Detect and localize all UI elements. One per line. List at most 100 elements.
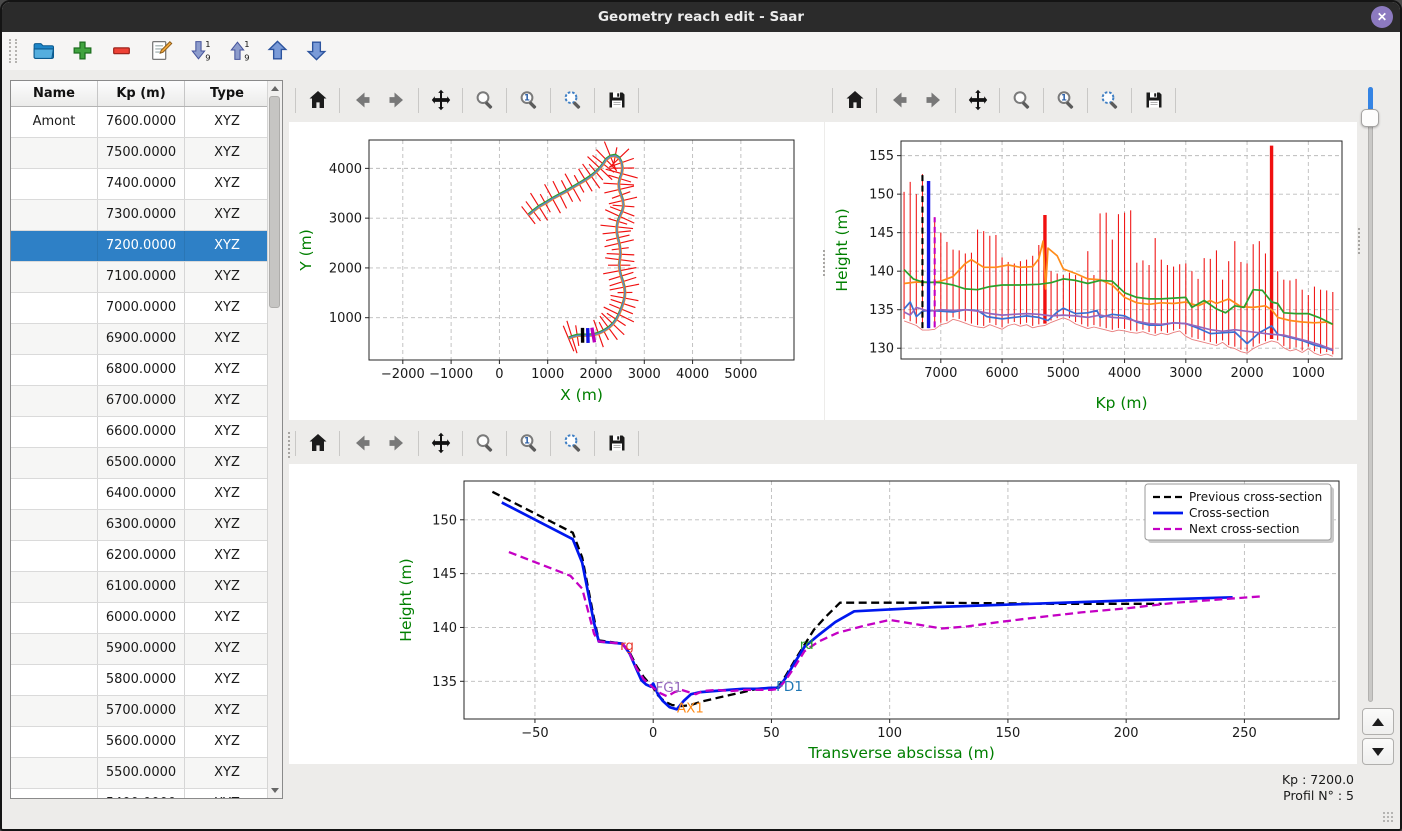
name-cell[interactable] bbox=[11, 417, 98, 447]
type-cell[interactable]: XYZ bbox=[185, 386, 270, 416]
kp-cell[interactable]: 6700.0000 bbox=[98, 386, 185, 416]
kp-cell[interactable]: 5800.0000 bbox=[98, 665, 185, 695]
type-cell[interactable]: XYZ bbox=[185, 510, 270, 540]
zoom-one-button[interactable]: 1 bbox=[1052, 87, 1079, 114]
table-row[interactable]: 6800.0000 XYZ bbox=[11, 355, 282, 386]
table-row[interactable]: 6000.0000 XYZ bbox=[11, 603, 282, 634]
type-cell[interactable]: XYZ bbox=[185, 448, 270, 478]
splitter-handle[interactable] bbox=[823, 250, 829, 276]
table-row[interactable]: 7500.0000 XYZ bbox=[11, 138, 282, 169]
table-scrollbar-thumb[interactable] bbox=[269, 96, 280, 308]
pan-button[interactable] bbox=[964, 87, 991, 114]
name-cell[interactable] bbox=[11, 510, 98, 540]
name-cell[interactable] bbox=[11, 324, 98, 354]
splitter-handle[interactable] bbox=[1358, 228, 1364, 254]
table-row[interactable]: 6900.0000 XYZ bbox=[11, 324, 282, 355]
type-cell[interactable]: XYZ bbox=[185, 727, 270, 757]
table-row[interactable]: 6600.0000 XYZ bbox=[11, 417, 282, 448]
name-cell[interactable] bbox=[11, 665, 98, 695]
zoom-one-button[interactable]: 1 bbox=[515, 87, 542, 114]
home-button[interactable] bbox=[841, 87, 868, 114]
profile-slider[interactable] bbox=[1360, 87, 1380, 702]
kp-cell[interactable]: 7500.0000 bbox=[98, 138, 185, 168]
save-button[interactable] bbox=[1140, 87, 1167, 114]
name-cell[interactable] bbox=[11, 262, 98, 292]
zoom-fit-button[interactable] bbox=[1096, 87, 1123, 114]
move-up-button[interactable] bbox=[263, 37, 291, 65]
kp-cell[interactable]: 5900.0000 bbox=[98, 634, 185, 664]
kp-cell[interactable]: 6000.0000 bbox=[98, 603, 185, 633]
type-cell[interactable]: XYZ bbox=[185, 169, 270, 199]
name-cell[interactable] bbox=[11, 789, 98, 798]
kp-cell[interactable]: 6600.0000 bbox=[98, 417, 185, 447]
name-cell[interactable] bbox=[11, 758, 98, 788]
table-row[interactable]: 6400.0000 XYZ bbox=[11, 479, 282, 510]
table-row[interactable]: 7200.0000 XYZ bbox=[11, 231, 282, 262]
kp-cell[interactable]: 7100.0000 bbox=[98, 262, 185, 292]
plan-plot-canvas[interactable]: −2000 −1000 0 1000 2000 3000 4000 5000 1000 2000 3… bbox=[289, 122, 824, 420]
table-row[interactable]: 7300.0000 XYZ bbox=[11, 200, 282, 231]
splitter-handle[interactable] bbox=[288, 432, 294, 458]
type-cell[interactable]: XYZ bbox=[185, 696, 270, 726]
name-cell[interactable] bbox=[11, 200, 98, 230]
name-cell[interactable] bbox=[11, 138, 98, 168]
kp-cell[interactable]: 6400.0000 bbox=[98, 479, 185, 509]
kp-cell[interactable]: 7400.0000 bbox=[98, 169, 185, 199]
name-cell[interactable] bbox=[11, 572, 98, 602]
table-row[interactable]: 7000.0000 XYZ bbox=[11, 293, 282, 324]
type-cell[interactable]: XYZ bbox=[185, 262, 270, 292]
type-cell[interactable]: XYZ bbox=[185, 479, 270, 509]
table-row[interactable]: 6500.0000 XYZ bbox=[11, 448, 282, 479]
kp-cell[interactable]: 7200.0000 bbox=[98, 231, 185, 261]
table-row[interactable]: 7100.0000 XYZ bbox=[11, 262, 282, 293]
name-cell[interactable] bbox=[11, 231, 98, 261]
slider-track[interactable] bbox=[1368, 87, 1373, 702]
type-cell[interactable]: XYZ bbox=[185, 541, 270, 571]
type-cell[interactable]: XYZ bbox=[185, 572, 270, 602]
column-header-kp-m-[interactable]: Kp (m) bbox=[98, 81, 185, 106]
back-button[interactable] bbox=[348, 87, 375, 114]
table-row[interactable]: 6100.0000 XYZ bbox=[11, 572, 282, 603]
kp-cell[interactable]: 6900.0000 bbox=[98, 324, 185, 354]
name-cell[interactable] bbox=[11, 727, 98, 757]
type-cell[interactable]: XYZ bbox=[185, 665, 270, 695]
table-scrollbar[interactable] bbox=[267, 81, 282, 798]
forward-button[interactable] bbox=[920, 87, 947, 114]
titlebar[interactable]: Geometry reach edit - Saar ✕ bbox=[2, 2, 1400, 33]
name-cell[interactable] bbox=[11, 634, 98, 664]
type-cell[interactable]: XYZ bbox=[185, 603, 270, 633]
type-cell[interactable]: XYZ bbox=[185, 138, 270, 168]
type-cell[interactable]: XYZ bbox=[185, 324, 270, 354]
slider-handle[interactable] bbox=[1361, 109, 1379, 127]
open-file-button[interactable] bbox=[29, 37, 57, 65]
kp-cell[interactable]: 6500.0000 bbox=[98, 448, 185, 478]
table-row[interactable]: 5700.0000 XYZ bbox=[11, 696, 282, 727]
move-down-button[interactable] bbox=[302, 37, 330, 65]
table-row[interactable]: 5600.0000 XYZ bbox=[11, 727, 282, 758]
name-cell[interactable] bbox=[11, 386, 98, 416]
kp-cell[interactable]: 5600.0000 bbox=[98, 727, 185, 757]
table-row[interactable]: Amont 7600.0000 XYZ bbox=[11, 107, 282, 138]
name-cell[interactable] bbox=[11, 479, 98, 509]
toolbar-drag-handle-icon[interactable] bbox=[9, 39, 17, 63]
name-cell[interactable] bbox=[11, 293, 98, 323]
table-row[interactable]: 6200.0000 XYZ bbox=[11, 541, 282, 572]
zoom-button[interactable] bbox=[471, 430, 498, 457]
resize-grip-icon[interactable] bbox=[1382, 811, 1394, 823]
forward-button[interactable] bbox=[383, 87, 410, 114]
forward-button[interactable] bbox=[383, 430, 410, 457]
kp-cell[interactable]: 5400.0000 bbox=[98, 789, 185, 798]
longitudinal-plot-canvas[interactable]: 7000 6000 5000 4000 3000 2000 1000 130 135 140 145… bbox=[825, 122, 1357, 420]
add-cross-section-button[interactable] bbox=[68, 37, 96, 65]
edit-cross-section-button[interactable] bbox=[146, 37, 174, 65]
name-cell[interactable] bbox=[11, 355, 98, 385]
zoom-fit-button[interactable] bbox=[559, 430, 586, 457]
type-cell[interactable]: XYZ bbox=[185, 789, 270, 798]
kp-cell[interactable]: 6100.0000 bbox=[98, 572, 185, 602]
zoom-fit-button[interactable] bbox=[559, 87, 586, 114]
home-button[interactable] bbox=[304, 430, 331, 457]
name-cell[interactable] bbox=[11, 696, 98, 726]
